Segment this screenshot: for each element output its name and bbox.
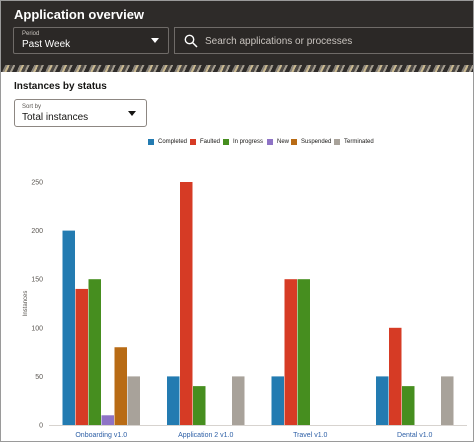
legend-item-faulted[interactable]: Faulted bbox=[190, 135, 220, 149]
page-header: Application overview Period Past Week bbox=[1, 1, 473, 65]
y-tick-label: 50 bbox=[35, 374, 43, 381]
sort-value: Total instances bbox=[22, 112, 89, 123]
legend-label: Suspended bbox=[301, 139, 332, 145]
bar-completed bbox=[62, 230, 75, 425]
legend-item-completed[interactable]: Completed bbox=[148, 135, 187, 149]
legend-swatch bbox=[334, 139, 340, 145]
legend-swatch bbox=[267, 139, 273, 145]
search-input[interactable] bbox=[205, 32, 465, 50]
chevron-down-icon bbox=[151, 38, 159, 43]
sort-caption: Sort by bbox=[22, 104, 42, 110]
period-dropdown[interactable]: Period Past Week bbox=[13, 27, 169, 54]
legend-swatch bbox=[291, 139, 297, 145]
page-title: Application overview bbox=[14, 7, 145, 22]
bar-chart: 0 50 100 150 200 250 Instances Onboarding v1.0 A… bbox=[23, 180, 467, 439]
legend-label: Terminated bbox=[344, 139, 374, 145]
bar-in-progress bbox=[297, 279, 310, 425]
y-tick-label: 100 bbox=[31, 325, 43, 332]
search-icon[interactable] bbox=[184, 34, 198, 48]
x-category-label: Onboarding v1.0 bbox=[75, 432, 127, 439]
bar-in-progress bbox=[193, 386, 206, 425]
y-tick-label: 200 bbox=[31, 228, 43, 235]
bar-faulted bbox=[75, 288, 88, 425]
legend-swatch bbox=[223, 139, 229, 145]
legend-item-terminated[interactable]: Terminated bbox=[334, 135, 374, 149]
bar-terminated bbox=[232, 376, 245, 425]
bar-faulted bbox=[180, 182, 193, 425]
decorative-banner bbox=[1, 65, 473, 72]
legend-label: Completed bbox=[158, 139, 188, 145]
bar-in-progress bbox=[88, 279, 101, 425]
legend-swatch bbox=[190, 139, 196, 145]
period-caption: Period bbox=[22, 31, 40, 37]
y-tick-label: 150 bbox=[31, 277, 43, 284]
legend-label: In progress bbox=[233, 139, 264, 145]
bar-terminated bbox=[127, 376, 140, 425]
legend-swatch bbox=[148, 139, 154, 145]
legend-item-new[interactable]: New bbox=[267, 135, 289, 149]
bar-terminated bbox=[441, 376, 454, 425]
legend-label: Faulted bbox=[200, 139, 221, 145]
legend-label: New bbox=[277, 139, 290, 145]
y-axis-title: Instances bbox=[23, 291, 29, 317]
y-tick-label: 250 bbox=[31, 180, 43, 187]
legend-item-in-progress[interactable]: In progress bbox=[223, 135, 263, 149]
x-category-label: Application 2 v1.0 bbox=[178, 432, 233, 439]
bar-suspended bbox=[114, 347, 127, 425]
section-title: Instances by status bbox=[14, 81, 107, 92]
bar-completed bbox=[376, 376, 389, 425]
x-category-label: Dental v1.0 bbox=[397, 432, 433, 439]
x-category-label: Travel v1.0 bbox=[293, 432, 327, 439]
period-value: Past Week bbox=[22, 39, 71, 50]
bar-faulted bbox=[389, 327, 402, 425]
chevron-down-icon bbox=[128, 111, 136, 116]
legend-item-suspended[interactable]: Suspended bbox=[291, 135, 331, 149]
bar-faulted bbox=[284, 279, 297, 425]
chart-legend: Completed Faulted In progress New Suspen… bbox=[1, 135, 473, 149]
search-bar[interactable] bbox=[174, 27, 473, 54]
bar-completed bbox=[271, 376, 284, 425]
y-tick-label: 0 bbox=[39, 423, 43, 430]
bar-in-progress bbox=[402, 386, 415, 425]
bar-completed bbox=[167, 376, 180, 425]
bar-new bbox=[101, 415, 114, 425]
sort-dropdown[interactable]: Sort by Total instances bbox=[14, 99, 147, 127]
